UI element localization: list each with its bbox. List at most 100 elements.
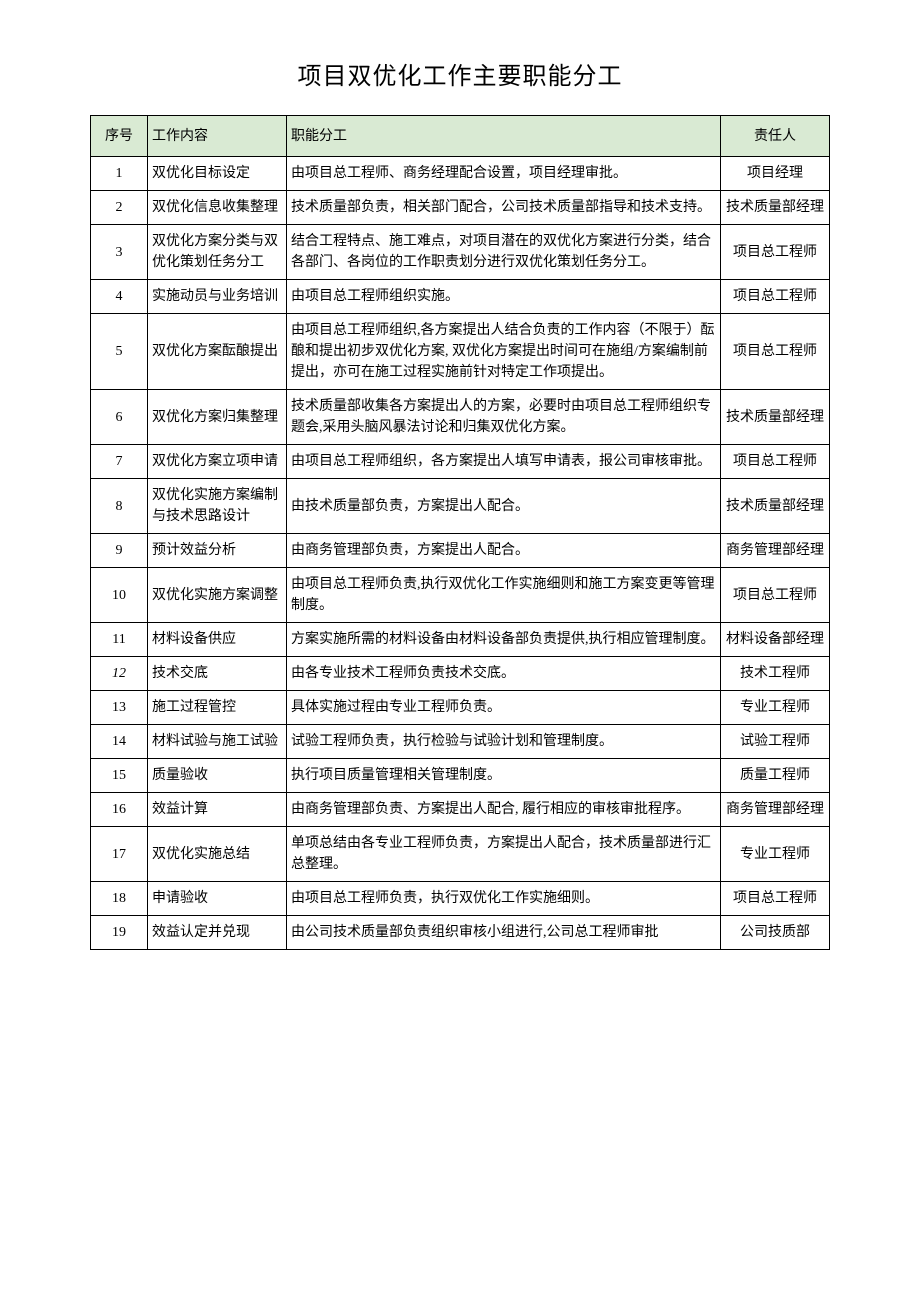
cell-num: 13 bbox=[91, 691, 148, 725]
table-row: 3双优化方案分类与双优化策划任务分工结合工程特点、施工难点，对项目潜在的双优化方… bbox=[91, 225, 830, 280]
cell-duty: 由项目总工程师组织实施。 bbox=[287, 280, 721, 314]
cell-num: 14 bbox=[91, 725, 148, 759]
cell-duty: 由公司技术质量部负责组织审核小组进行,公司总工程师审批 bbox=[287, 916, 721, 950]
cell-work: 双优化目标设定 bbox=[148, 157, 287, 191]
table-header-row: 序号 工作内容 职能分工 责任人 bbox=[91, 116, 830, 157]
cell-duty: 具体实施过程由专业工程师负责。 bbox=[287, 691, 721, 725]
cell-work: 质量验收 bbox=[148, 759, 287, 793]
cell-person: 技术质量部经理 bbox=[721, 390, 830, 445]
cell-num: 2 bbox=[91, 191, 148, 225]
cell-work: 材料设备供应 bbox=[148, 623, 287, 657]
cell-num: 1 bbox=[91, 157, 148, 191]
cell-duty: 由各专业技术工程师负责技术交底。 bbox=[287, 657, 721, 691]
cell-person: 项目经理 bbox=[721, 157, 830, 191]
table-row: 5双优化方案酝酿提出由项目总工程师组织,各方案提出人结合负责的工作内容（不限于）… bbox=[91, 314, 830, 390]
table-row: 4实施动员与业务培训由项目总工程师组织实施。项目总工程师 bbox=[91, 280, 830, 314]
table-row: 13施工过程管控具体实施过程由专业工程师负责。专业工程师 bbox=[91, 691, 830, 725]
cell-work: 双优化实施方案调整 bbox=[148, 568, 287, 623]
cell-num: 19 bbox=[91, 916, 148, 950]
cell-work: 材料试验与施工试验 bbox=[148, 725, 287, 759]
header-num: 序号 bbox=[91, 116, 148, 157]
header-duty: 职能分工 bbox=[287, 116, 721, 157]
cell-duty: 方案实施所需的材料设备由材料设备部负责提供,执行相应管理制度。 bbox=[287, 623, 721, 657]
table-row: 7双优化方案立项申请由项目总工程师组织，各方案提出人填写申请表，报公司审核审批。… bbox=[91, 445, 830, 479]
cell-duty: 技术质量部负责，相关部门配合，公司技术质量部指导和技术支持。 bbox=[287, 191, 721, 225]
cell-person: 商务管理部经理 bbox=[721, 793, 830, 827]
table-row: 9预计效益分析由商务管理部负责，方案提出人配合。商务管理部经理 bbox=[91, 534, 830, 568]
cell-person: 公司技质部 bbox=[721, 916, 830, 950]
table-row: 15质量验收执行项目质量管理相关管理制度。质量工程师 bbox=[91, 759, 830, 793]
table-row: 18申请验收由项目总工程师负责，执行双优化工作实施细则。项目总工程师 bbox=[91, 882, 830, 916]
cell-duty: 由商务管理部负责，方案提出人配合。 bbox=[287, 534, 721, 568]
cell-person: 项目总工程师 bbox=[721, 225, 830, 280]
cell-person: 项目总工程师 bbox=[721, 445, 830, 479]
cell-person: 项目总工程师 bbox=[721, 280, 830, 314]
cell-work: 效益计算 bbox=[148, 793, 287, 827]
table-row: 19效益认定并兑现由公司技术质量部负责组织审核小组进行,公司总工程师审批公司技质… bbox=[91, 916, 830, 950]
cell-work: 技术交底 bbox=[148, 657, 287, 691]
cell-person: 项目总工程师 bbox=[721, 568, 830, 623]
cell-duty: 试验工程师负责，执行检验与试验计划和管理制度。 bbox=[287, 725, 721, 759]
cell-work: 双优化实施总结 bbox=[148, 827, 287, 882]
cell-num: 10 bbox=[91, 568, 148, 623]
header-work: 工作内容 bbox=[148, 116, 287, 157]
cell-duty: 由技术质量部负责，方案提出人配合。 bbox=[287, 479, 721, 534]
cell-person: 技术质量部经理 bbox=[721, 191, 830, 225]
cell-num: 9 bbox=[91, 534, 148, 568]
table-row: 10双优化实施方案调整由项目总工程师负责,执行双优化工作实施细则和施工方案变更等… bbox=[91, 568, 830, 623]
cell-num: 12 bbox=[91, 657, 148, 691]
cell-person: 技术工程师 bbox=[721, 657, 830, 691]
cell-duty: 技术质量部收集各方案提出人的方案，必要时由项目总工程师组织专题会,采用头脑风暴法… bbox=[287, 390, 721, 445]
header-person: 责任人 bbox=[721, 116, 830, 157]
table-row: 6双优化方案归集整理技术质量部收集各方案提出人的方案，必要时由项目总工程师组织专… bbox=[91, 390, 830, 445]
cell-person: 项目总工程师 bbox=[721, 882, 830, 916]
cell-work: 双优化方案酝酿提出 bbox=[148, 314, 287, 390]
cell-person: 材料设备部经理 bbox=[721, 623, 830, 657]
cell-num: 4 bbox=[91, 280, 148, 314]
cell-duty: 执行项目质量管理相关管理制度。 bbox=[287, 759, 721, 793]
cell-work: 申请验收 bbox=[148, 882, 287, 916]
cell-num: 3 bbox=[91, 225, 148, 280]
cell-duty: 由商务管理部负责、方案提出人配合, 履行相应的审核审批程序。 bbox=[287, 793, 721, 827]
cell-num: 8 bbox=[91, 479, 148, 534]
cell-person: 专业工程师 bbox=[721, 691, 830, 725]
table-row: 11材料设备供应方案实施所需的材料设备由材料设备部负责提供,执行相应管理制度。材… bbox=[91, 623, 830, 657]
cell-work: 实施动员与业务培训 bbox=[148, 280, 287, 314]
page-title: 项目双优化工作主要职能分工 bbox=[90, 56, 830, 91]
cell-num: 6 bbox=[91, 390, 148, 445]
table-row: 16效益计算由商务管理部负责、方案提出人配合, 履行相应的审核审批程序。商务管理… bbox=[91, 793, 830, 827]
cell-person: 项目总工程师 bbox=[721, 314, 830, 390]
cell-num: 7 bbox=[91, 445, 148, 479]
cell-duty: 由项目总工程师组织，各方案提出人填写申请表，报公司审核审批。 bbox=[287, 445, 721, 479]
table-row: 2双优化信息收集整理技术质量部负责，相关部门配合，公司技术质量部指导和技术支持。… bbox=[91, 191, 830, 225]
cell-work: 施工过程管控 bbox=[148, 691, 287, 725]
cell-work: 预计效益分析 bbox=[148, 534, 287, 568]
cell-duty: 单项总结由各专业工程师负责，方案提出人配合，技术质量部进行汇总整理。 bbox=[287, 827, 721, 882]
table-row: 8双优化实施方案编制与技术思路设计由技术质量部负责，方案提出人配合。技术质量部经… bbox=[91, 479, 830, 534]
cell-num: 17 bbox=[91, 827, 148, 882]
duty-table: 序号 工作内容 职能分工 责任人 1双优化目标设定由项目总工程师、商务经理配合设… bbox=[90, 115, 830, 950]
cell-work: 效益认定并兑现 bbox=[148, 916, 287, 950]
cell-duty: 由项目总工程师负责，执行双优化工作实施细则。 bbox=[287, 882, 721, 916]
cell-num: 18 bbox=[91, 882, 148, 916]
cell-person: 质量工程师 bbox=[721, 759, 830, 793]
cell-work: 双优化信息收集整理 bbox=[148, 191, 287, 225]
cell-person: 试验工程师 bbox=[721, 725, 830, 759]
table-row: 14材料试验与施工试验试验工程师负责，执行检验与试验计划和管理制度。试验工程师 bbox=[91, 725, 830, 759]
table-row: 17双优化实施总结单项总结由各专业工程师负责，方案提出人配合，技术质量部进行汇总… bbox=[91, 827, 830, 882]
cell-work: 双优化方案立项申请 bbox=[148, 445, 287, 479]
cell-work: 双优化方案分类与双优化策划任务分工 bbox=[148, 225, 287, 280]
cell-person: 专业工程师 bbox=[721, 827, 830, 882]
cell-work: 双优化实施方案编制与技术思路设计 bbox=[148, 479, 287, 534]
cell-duty: 结合工程特点、施工难点，对项目潜在的双优化方案进行分类，结合各部门、各岗位的工作… bbox=[287, 225, 721, 280]
cell-duty: 由项目总工程师组织,各方案提出人结合负责的工作内容（不限于）酝酿和提出初步双优化… bbox=[287, 314, 721, 390]
cell-num: 16 bbox=[91, 793, 148, 827]
cell-person: 技术质量部经理 bbox=[721, 479, 830, 534]
cell-duty: 由项目总工程师负责,执行双优化工作实施细则和施工方案变更等管理制度。 bbox=[287, 568, 721, 623]
cell-work: 双优化方案归集整理 bbox=[148, 390, 287, 445]
table-row: 12技术交底由各专业技术工程师负责技术交底。技术工程师 bbox=[91, 657, 830, 691]
table-row: 1双优化目标设定由项目总工程师、商务经理配合设置，项目经理审批。项目经理 bbox=[91, 157, 830, 191]
cell-num: 5 bbox=[91, 314, 148, 390]
cell-person: 商务管理部经理 bbox=[721, 534, 830, 568]
cell-num: 11 bbox=[91, 623, 148, 657]
